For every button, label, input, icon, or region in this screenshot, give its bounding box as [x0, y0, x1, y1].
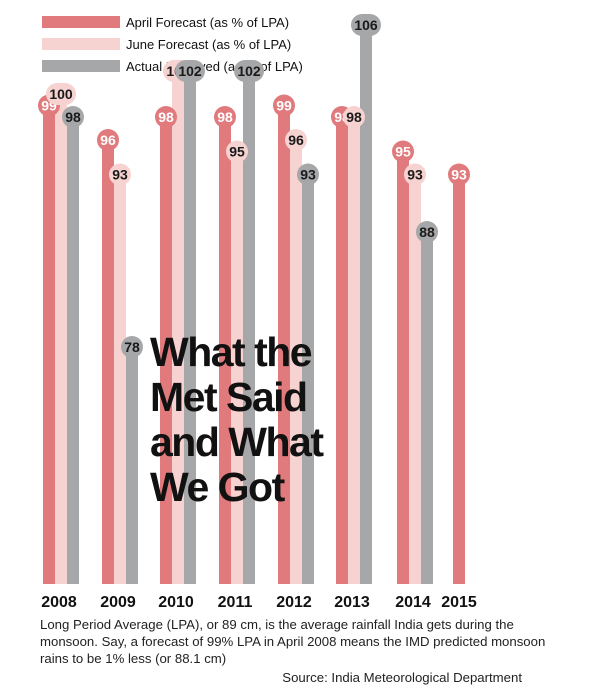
bar-june-2014: [409, 174, 421, 584]
year-label-2008: 2008: [41, 594, 77, 611]
value-label-actual-2012: 93: [300, 167, 316, 183]
bubble-april-2009: [97, 129, 119, 151]
bar-june-2013: [348, 117, 360, 584]
value-label-june-2011: 95: [229, 144, 245, 160]
year-label-2009: 2009: [100, 594, 136, 611]
value-label-april-2011: 98: [217, 109, 233, 125]
bars: 9910098969378981021029895102999693989810…: [38, 14, 470, 584]
chart-headline: What the Met Said and What We Got: [150, 330, 380, 510]
headline-line-3: and What: [150, 419, 324, 465]
value-label-actual-2008: 98: [65, 109, 81, 125]
bar-june-2009: [114, 174, 126, 584]
value-label-june-2012: 96: [288, 132, 304, 148]
value-label-actual-2014: 88: [419, 224, 435, 240]
bar-actual-2008: [67, 117, 79, 584]
lpa-footnote: Long Period Average (LPA), or 89 cm, is …: [40, 617, 546, 666]
bar-june-2008: [55, 94, 67, 584]
headline-line-2: Met Said: [150, 374, 308, 420]
year-axis: 2008 2009 2010 2011 2012 2013 2014 2015: [41, 594, 477, 611]
value-label-june-2013: 98: [346, 109, 362, 125]
bubble-april-2011: [214, 106, 236, 128]
year-label-2014: 2014: [395, 594, 431, 611]
bar-april-2013: [336, 117, 348, 584]
year-label-2013: 2013: [334, 594, 370, 611]
value-label-actual-2010: 102: [178, 63, 202, 79]
bubble-april-2010: [155, 106, 177, 128]
source-credit: Source: India Meteorological Department: [282, 670, 522, 685]
bar-april-2009: [102, 140, 114, 584]
year-label-2015: 2015: [441, 594, 477, 611]
bubble-june-2013: [343, 106, 365, 128]
headline-line-1: What the: [150, 329, 313, 375]
bubble-actual-2008: [62, 106, 84, 128]
bubble-june-2014: [404, 163, 426, 186]
bar-actual-2013: [360, 25, 372, 584]
bar-actual-2014: [421, 232, 433, 584]
legend-swatch-actual: [42, 60, 120, 72]
bar-actual-2009: [126, 347, 138, 584]
bar-april-2014: [397, 151, 409, 584]
value-label-april-2010: 98: [158, 109, 174, 125]
bar-june-2010: [172, 71, 184, 584]
bar-june-2011: [231, 151, 243, 584]
bubble-april-2012: [273, 94, 295, 117]
bubble-actual-2011: [234, 60, 264, 82]
bar-actual-2012: [302, 174, 314, 584]
legend-swatch-april: [42, 16, 120, 28]
legend-label-april: April Forecast (as % of LPA): [126, 15, 289, 30]
bubble-actual-2009: [121, 336, 143, 358]
bar-actual-2010: [184, 71, 196, 584]
value-label-actual-2013: 106: [354, 17, 378, 33]
bubble-june-2011: [226, 140, 248, 163]
value-label-june-2008: 100: [49, 86, 73, 102]
bar-april-2012: [278, 105, 290, 584]
value-label-april-2012: 99: [276, 98, 292, 114]
bar-april-2010: [160, 117, 172, 584]
bubble-actual-2012: [297, 163, 319, 186]
bubble-june-2008: [46, 83, 76, 105]
bubble-june-2012: [285, 129, 307, 151]
bubble-actual-2013: [351, 14, 381, 36]
legend-swatch-june: [42, 38, 120, 50]
bubble-april-2015: [448, 163, 470, 186]
headline-line-4: We Got: [150, 464, 285, 510]
value-label-april-2009: 96: [100, 132, 116, 148]
bubble-actual-2014: [416, 221, 438, 243]
value-label-june-2009: 93: [112, 167, 128, 183]
bubble-june-2009: [109, 163, 131, 186]
value-label-actual-2011: 102: [237, 63, 261, 79]
value-label-april-2014: 95: [395, 144, 411, 160]
year-label-2011: 2011: [218, 594, 253, 611]
bar-april-2015: [453, 174, 465, 584]
bar-april-2011: [219, 117, 231, 584]
bar-actual-2011: [243, 71, 255, 584]
legend-label-june: June Forecast (as % of LPA): [126, 37, 291, 52]
bar-april-2008: [43, 105, 55, 584]
year-label-2010: 2010: [158, 594, 194, 611]
legend-label-actual: Actual Received (as % of LPA): [126, 59, 303, 74]
value-label-actual-2009: 78: [124, 339, 140, 355]
value-label-april-2015: 93: [451, 167, 467, 183]
value-label-june-2014: 93: [407, 167, 423, 183]
bubble-april-2014: [392, 140, 414, 163]
bubble-actual-2010: [175, 60, 205, 82]
year-label-2012: 2012: [276, 594, 312, 611]
bar-june-2012: [290, 140, 302, 584]
